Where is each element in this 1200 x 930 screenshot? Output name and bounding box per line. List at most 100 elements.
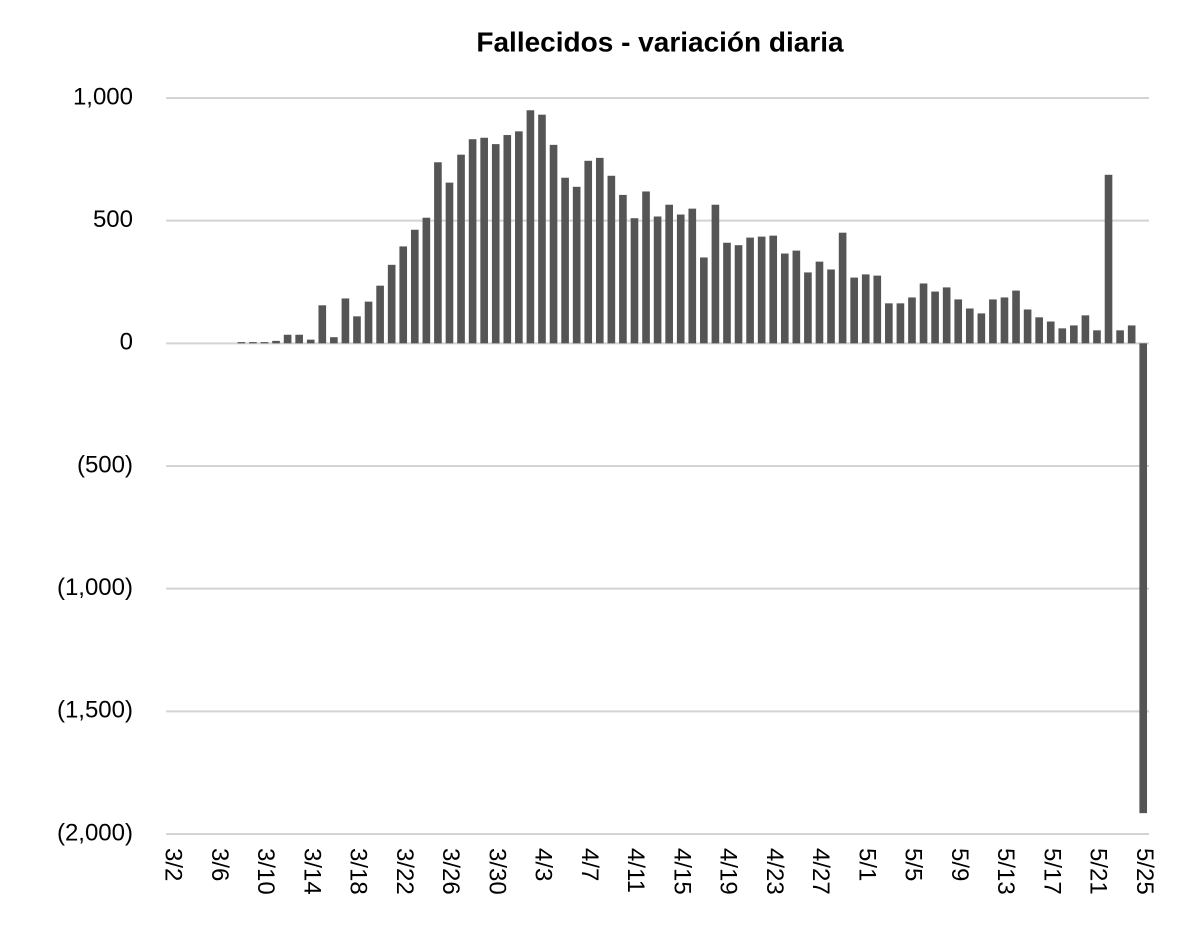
bar (908, 297, 916, 344)
bar (318, 305, 327, 344)
bar (457, 154, 465, 344)
bar (630, 218, 639, 344)
bar (965, 308, 974, 344)
bar (850, 277, 858, 344)
y-tick-label: (500) (77, 451, 133, 478)
bar (1046, 321, 1055, 344)
bar (561, 177, 569, 344)
chart-title: Fallecidos - variación diaria (476, 26, 844, 57)
bar (468, 139, 477, 344)
bar (757, 236, 766, 344)
bar (491, 144, 500, 344)
x-tick-label: 3/18 (345, 848, 372, 895)
bar (827, 269, 835, 344)
bar (1093, 330, 1101, 344)
bar (595, 157, 604, 344)
bar (237, 342, 246, 344)
x-tick-label: 4/19 (715, 848, 742, 895)
bar (1070, 325, 1078, 344)
x-tick-label: 3/26 (437, 848, 464, 895)
bar (792, 250, 801, 344)
bar (353, 316, 361, 344)
bar (387, 264, 396, 344)
bar (954, 299, 963, 344)
bar (376, 285, 384, 344)
x-tick-label: 4/3 (530, 848, 557, 881)
bar (272, 340, 280, 344)
x-tick-label: 5/1 (853, 848, 880, 881)
bar (1081, 315, 1090, 344)
bar (434, 162, 442, 344)
bar (572, 186, 581, 344)
bar (480, 137, 488, 344)
bar (549, 144, 558, 344)
x-tick-label: 3/14 (298, 848, 325, 895)
bar (665, 204, 673, 344)
bar (260, 342, 269, 344)
bar (711, 204, 720, 344)
bar (746, 237, 754, 344)
x-tick-label: 3/6 (206, 848, 233, 881)
bar (607, 175, 616, 344)
bar (804, 272, 812, 344)
x-tick-label: 4/7 (576, 848, 603, 881)
bar (942, 287, 951, 344)
y-tick-label: 0 (120, 329, 133, 356)
bar (1000, 297, 1009, 344)
bar (526, 110, 535, 344)
y-tick-label: (1,500) (57, 697, 133, 724)
bar (1127, 325, 1136, 344)
x-tick-label: 5/25 (1131, 848, 1158, 895)
x-tick-label: 5/5 (900, 848, 927, 881)
x-tick-label: 5/13 (992, 848, 1019, 895)
y-tick-label: (2,000) (57, 819, 133, 846)
bar (341, 298, 350, 344)
x-tick-label: 3/10 (252, 848, 279, 895)
x-tick-label: 3/2 (160, 848, 187, 881)
bar (642, 191, 650, 344)
bar (306, 339, 315, 344)
bar (1035, 317, 1043, 344)
x-tick-label: 5/21 (1085, 848, 1112, 895)
bar (977, 313, 986, 344)
bar (769, 235, 778, 344)
bar (503, 135, 512, 344)
bar (931, 291, 939, 344)
bar (1116, 330, 1124, 344)
bar (815, 261, 824, 344)
bar (410, 229, 419, 344)
bar (445, 182, 454, 344)
x-tick-label: 5/9 (946, 848, 973, 881)
x-tick-label: 4/11 (622, 848, 649, 893)
bar (861, 274, 870, 344)
bar (1139, 343, 1148, 814)
bar (676, 214, 685, 344)
x-tick-label: 3/22 (391, 848, 418, 895)
bar (734, 245, 743, 344)
y-tick-label: 1,000 (73, 83, 133, 110)
bar (515, 131, 523, 344)
bar (919, 283, 928, 344)
bar (1104, 174, 1113, 344)
bar (330, 337, 338, 344)
bar (422, 217, 431, 344)
bar (1058, 328, 1067, 344)
bar (1023, 309, 1032, 344)
bar (538, 114, 546, 344)
bar (1012, 290, 1020, 344)
bar (873, 275, 882, 344)
x-tick-label: 5/17 (1038, 848, 1065, 895)
bar (364, 301, 373, 344)
bar (619, 194, 627, 344)
bar (780, 253, 789, 344)
bar (399, 246, 408, 344)
bar (283, 334, 292, 344)
bar (584, 160, 593, 344)
bar (688, 208, 697, 344)
bar (295, 334, 303, 344)
x-tick-label: 3/30 (483, 848, 510, 895)
bar (838, 232, 847, 344)
x-tick-label: 4/15 (668, 848, 695, 895)
